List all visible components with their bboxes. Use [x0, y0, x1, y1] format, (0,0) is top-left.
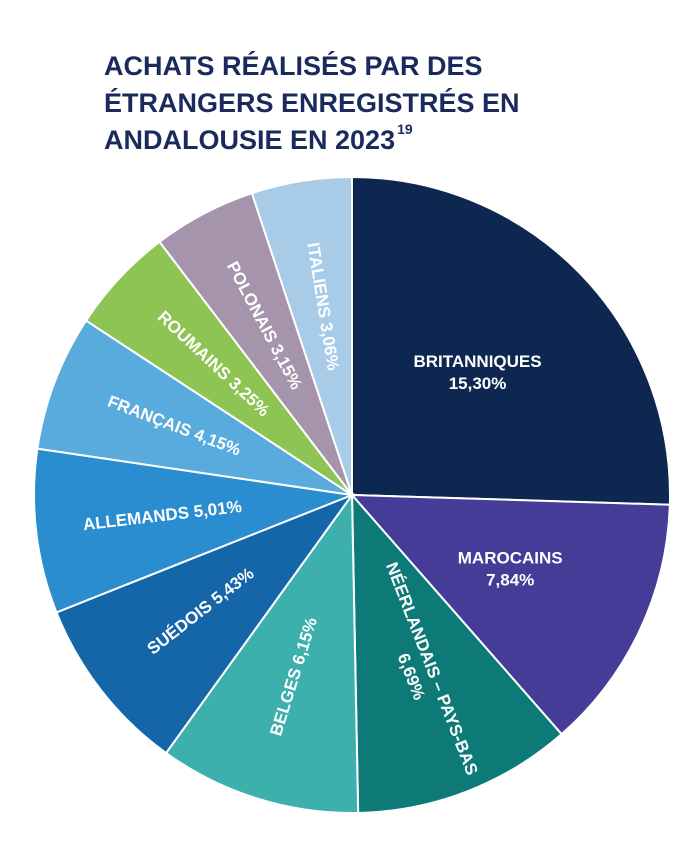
pie: BRITANNIQUES 15,30%MAROCAINS 7,84%NÉERLAND…: [33, 175, 671, 814]
pie-slice: [33, 447, 356, 614]
pie-slice: [350, 492, 563, 814]
slice-label: BRITANNIQUES 15,30%: [413, 353, 541, 394]
pie-slice: [55, 492, 355, 755]
pie-slice: [164, 491, 360, 814]
category-label: BRITANNIQUES: [413, 353, 541, 372]
slice-label: MAROCAINS 7,84%: [458, 549, 563, 590]
pie-slice: [351, 175, 671, 506]
pie-slice: [250, 175, 353, 496]
pie-slice: [36, 319, 353, 496]
value-label: 15,30%: [449, 375, 507, 394]
title-line: ACHATS RÉALISÉS PAR DES: [104, 50, 490, 81]
title-line: ANDALOUSIE EN 2023: [104, 125, 395, 155]
category-label: MAROCAINS: [458, 549, 563, 568]
pie-slice: [349, 493, 671, 736]
value-label: 7,84%: [486, 571, 534, 590]
chart-title: ACHATS RÉALISÉS PAR DES ÉTRANGERS ENREGI…: [104, 50, 527, 155]
title-line: ÉTRANGERS ENREGISTRÉS EN: [104, 87, 527, 118]
title-superscript: 19: [397, 121, 413, 137]
